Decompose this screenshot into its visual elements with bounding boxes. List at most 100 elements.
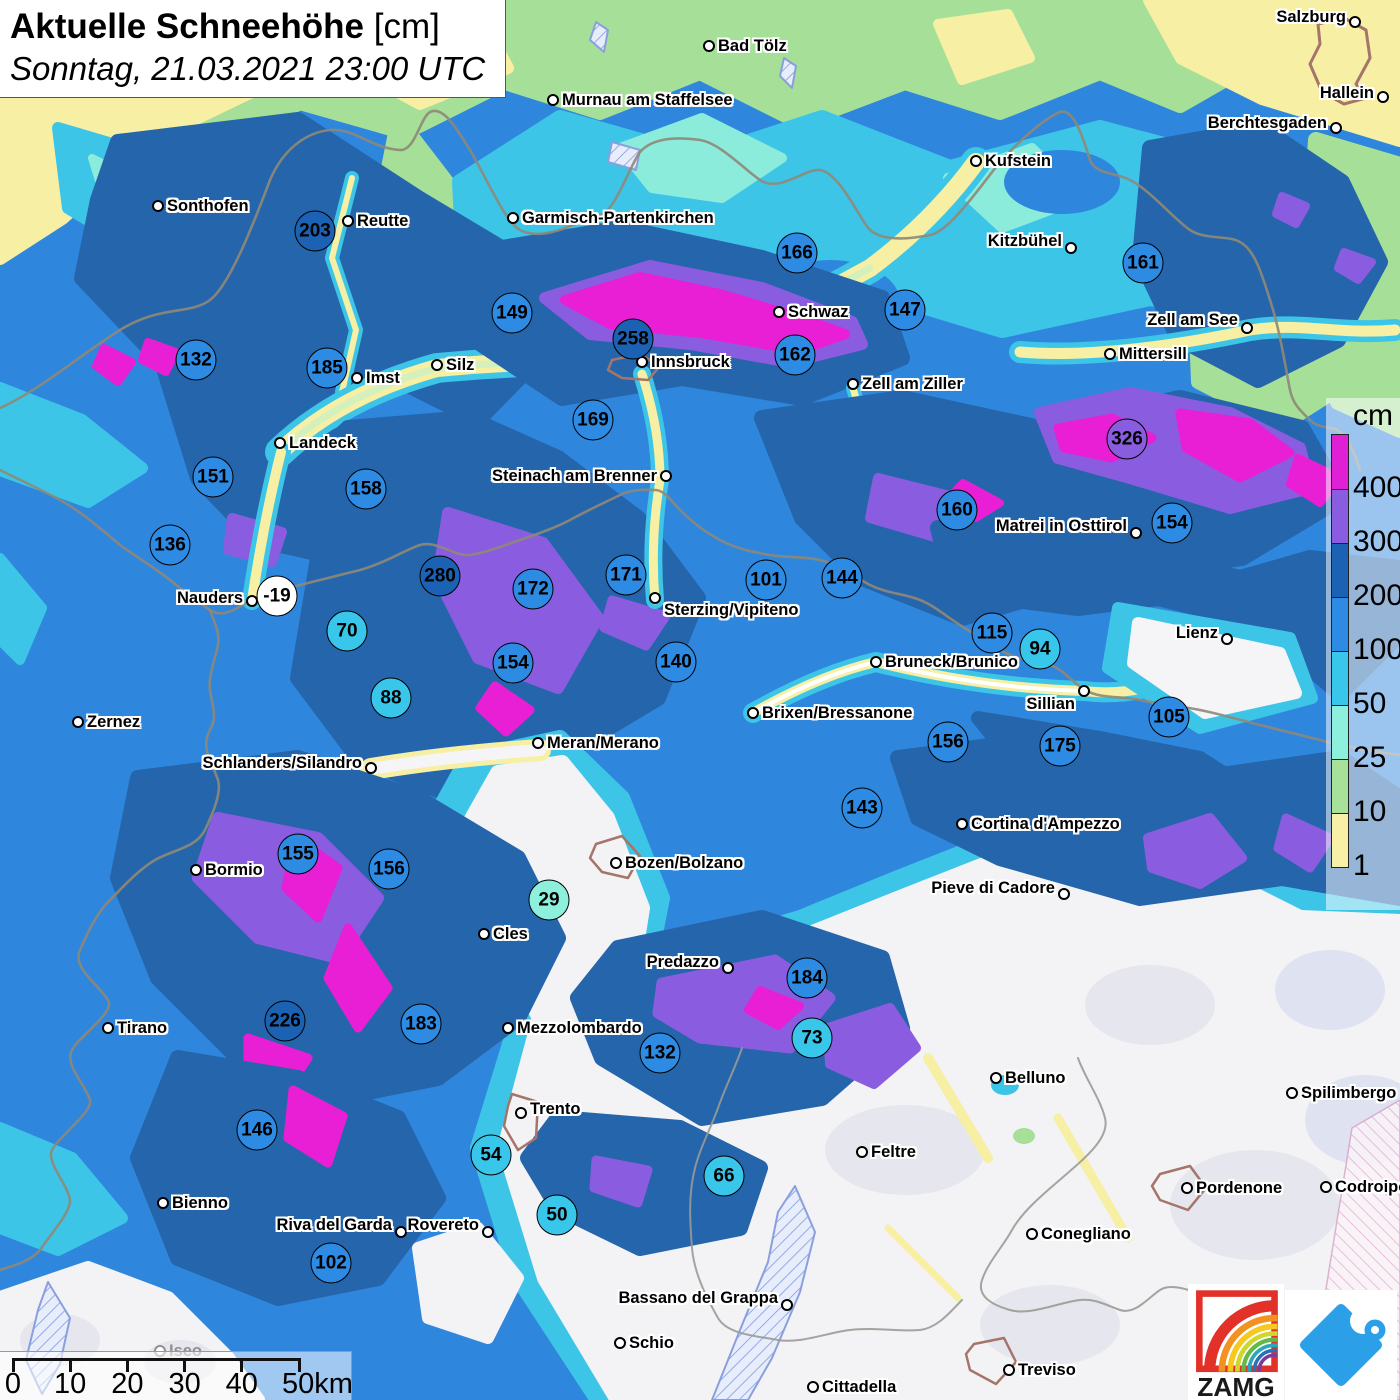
city-dot bbox=[956, 818, 968, 830]
city-dot bbox=[478, 928, 490, 940]
city-dot bbox=[431, 359, 443, 371]
station-snow-depth-marker: 105 bbox=[1148, 696, 1190, 738]
page-title-unit: [cm] bbox=[373, 7, 440, 46]
blue-mountain-icon bbox=[1300, 1304, 1386, 1386]
city-dot bbox=[1078, 685, 1090, 697]
station-snow-depth-marker: 115 bbox=[971, 612, 1013, 654]
station-snow-depth-marker: 132 bbox=[175, 339, 217, 381]
station-snow-depth-marker: 102 bbox=[310, 1242, 352, 1284]
city-dot bbox=[610, 857, 622, 869]
station-snow-depth-marker: 258 bbox=[612, 318, 654, 360]
city-dot bbox=[649, 592, 661, 604]
station-snow-depth-marker: 132 bbox=[639, 1032, 681, 1074]
legend-color-segment bbox=[1332, 435, 1348, 489]
city-label: Sterzing/Vipiteno bbox=[664, 601, 799, 619]
station-snow-depth-marker: 175 bbox=[1039, 725, 1081, 767]
city-label: Nauders bbox=[176, 589, 243, 607]
station-snow-depth-marker: 154 bbox=[492, 642, 534, 684]
title-box: Aktuelle Schneehöhe [cm] Sonntag, 21.03.… bbox=[0, 0, 507, 99]
city-label: Cles bbox=[493, 925, 528, 943]
city-label: Sillian bbox=[1026, 695, 1075, 713]
station-snow-depth-marker: 326 bbox=[1106, 418, 1148, 460]
city-dot bbox=[102, 1022, 114, 1034]
city-label: Bad Tölz bbox=[718, 37, 787, 55]
station-snow-depth-marker: 160 bbox=[936, 489, 978, 531]
legend-color-segment bbox=[1332, 651, 1348, 705]
city-dot bbox=[614, 1337, 626, 1349]
city-label: Salzburg bbox=[1276, 8, 1346, 26]
city-dot bbox=[532, 737, 544, 749]
city-label: Schwaz bbox=[788, 303, 849, 321]
city-label: Codroipo bbox=[1335, 1178, 1400, 1196]
city-label: Schio bbox=[629, 1334, 674, 1352]
station-snow-depth-marker: 154 bbox=[1151, 502, 1193, 544]
station-snow-depth-marker: 151 bbox=[192, 456, 234, 498]
city-dot bbox=[773, 306, 785, 318]
station-snow-depth-marker: 156 bbox=[368, 848, 410, 890]
station-snow-depth-marker: 203 bbox=[294, 210, 336, 252]
city-label: Kufstein bbox=[985, 152, 1051, 170]
city-label: Pieve di Cadore bbox=[931, 879, 1055, 897]
legend-color-bar bbox=[1331, 434, 1349, 868]
city-label: Lienz bbox=[1175, 624, 1218, 642]
station-snow-depth-marker: 143 bbox=[841, 787, 883, 829]
page-subtitle: Sonntag, 21.03.2021 23:00 UTC bbox=[10, 49, 486, 87]
station-snow-depth-marker: 54 bbox=[470, 1134, 512, 1176]
station-snow-depth-marker: 73 bbox=[791, 1017, 833, 1059]
city-dot bbox=[1130, 527, 1142, 539]
city-label: Zell am See bbox=[1147, 311, 1238, 329]
station-snow-depth-marker: 226 bbox=[264, 1000, 306, 1042]
station-snow-depth-marker: 146 bbox=[236, 1109, 278, 1151]
city-label: Treviso bbox=[1018, 1361, 1076, 1379]
legend-tick-label: 200 bbox=[1353, 579, 1400, 612]
city-dot bbox=[1104, 348, 1116, 360]
city-label: Brixen/Bressanone bbox=[762, 704, 913, 722]
city-label: Reutte bbox=[357, 212, 409, 230]
scale-bar-line bbox=[13, 1358, 300, 1361]
scale-bar-tick bbox=[297, 1358, 301, 1372]
station-snow-depth-marker: 50 bbox=[536, 1194, 578, 1236]
city-dot bbox=[351, 372, 363, 384]
city-dot bbox=[807, 1381, 819, 1393]
station-snow-depth-marker: 155 bbox=[277, 833, 319, 875]
city-label: Zernez bbox=[87, 713, 141, 731]
city-label: Meran/Merano bbox=[547, 734, 659, 752]
station-snow-depth-marker: 183 bbox=[400, 1003, 442, 1045]
city-label: Murnau am Staffelsee bbox=[562, 91, 733, 109]
city-label: Bruneck/Brunico bbox=[885, 653, 1018, 671]
scale-bar-label: 10 bbox=[54, 1368, 87, 1400]
station-snow-depth-marker: 172 bbox=[512, 568, 554, 610]
city-dot bbox=[1320, 1181, 1332, 1193]
city-dot bbox=[970, 155, 982, 167]
city-label: Matrei in Osttirol bbox=[995, 517, 1127, 535]
city-dot bbox=[1058, 888, 1070, 900]
logo-area: ZAMG bbox=[1188, 1284, 1397, 1400]
city-dot bbox=[1026, 1228, 1038, 1240]
city-dot bbox=[1241, 322, 1253, 334]
city-label: Garmisch-Partenkirchen bbox=[522, 209, 714, 227]
station-snow-depth-marker: 144 bbox=[821, 557, 863, 599]
city-dot bbox=[1221, 633, 1233, 645]
city-label: Trento bbox=[530, 1100, 581, 1118]
city-dot bbox=[507, 212, 519, 224]
station-snow-depth-marker: 70 bbox=[326, 610, 368, 652]
city-dot bbox=[1377, 91, 1389, 103]
city-dot bbox=[781, 1299, 793, 1311]
city-label: Steinach am Brenner bbox=[491, 467, 657, 485]
station-snow-depth-marker: 101 bbox=[745, 559, 787, 601]
legend-color-segment bbox=[1332, 543, 1348, 597]
city-label: Pordenone bbox=[1196, 1179, 1283, 1197]
city-dot bbox=[722, 962, 734, 974]
city-label: Zell am Ziller bbox=[862, 375, 963, 393]
city-label: Silz bbox=[446, 356, 475, 374]
city-dot bbox=[1003, 1364, 1015, 1376]
city-label: Predazzo bbox=[646, 953, 719, 971]
scale-bar-label: 20 bbox=[111, 1368, 144, 1400]
city-dot bbox=[1349, 16, 1361, 28]
station-snow-depth-marker: 29 bbox=[528, 879, 570, 921]
city-label: Cortina d'Ampezzo bbox=[971, 815, 1120, 833]
legend: cm 400 300 200 100 50 25 10 1 bbox=[1326, 398, 1400, 910]
city-dot bbox=[990, 1072, 1002, 1084]
city-label: Feltre bbox=[871, 1143, 916, 1161]
station-snow-depth-marker: 66 bbox=[703, 1155, 745, 1197]
